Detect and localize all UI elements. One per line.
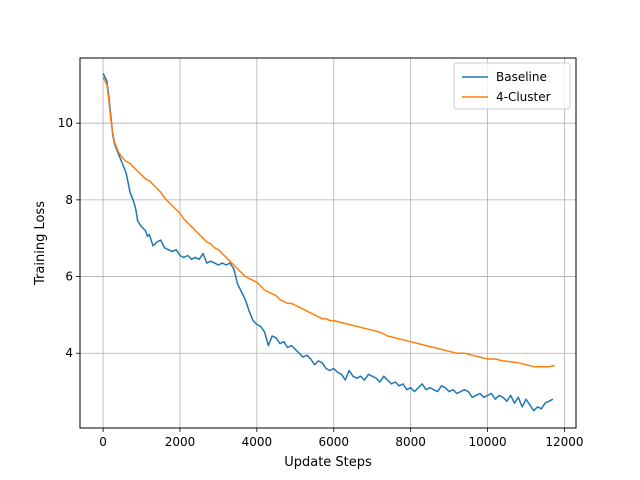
legend-label-baseline: Baseline (496, 70, 547, 84)
x-tick-label: 2000 (165, 435, 196, 449)
x-tick-label: 10000 (468, 435, 506, 449)
y-axis-label: Training Loss (33, 201, 48, 286)
x-tick-label: 6000 (318, 435, 349, 449)
y-tick-label: 10 (58, 116, 73, 130)
ticks: 0 2000 4000 6000 8000 10000 12000 4 6 8 10 (58, 116, 584, 449)
grid (80, 58, 576, 428)
legend-label-4-cluster: 4-Cluster (496, 90, 551, 104)
series-line-4-cluster (102, 76, 556, 368)
x-tick-label: 0 (99, 435, 107, 449)
y-tick-label: 4 (65, 346, 73, 360)
legend: Baseline 4-Cluster (453, 62, 571, 110)
x-axis-label: Update Steps (284, 455, 372, 470)
x-tick-label: 8000 (395, 435, 426, 449)
series-layer (102, 72, 556, 412)
series-line-baseline (102, 72, 554, 412)
x-tick-label: 12000 (545, 435, 583, 449)
y-tick-label: 8 (65, 193, 73, 207)
plot-frame (79, 57, 577, 429)
y-tick-label: 6 (65, 270, 73, 284)
x-tick-label: 4000 (242, 435, 273, 449)
